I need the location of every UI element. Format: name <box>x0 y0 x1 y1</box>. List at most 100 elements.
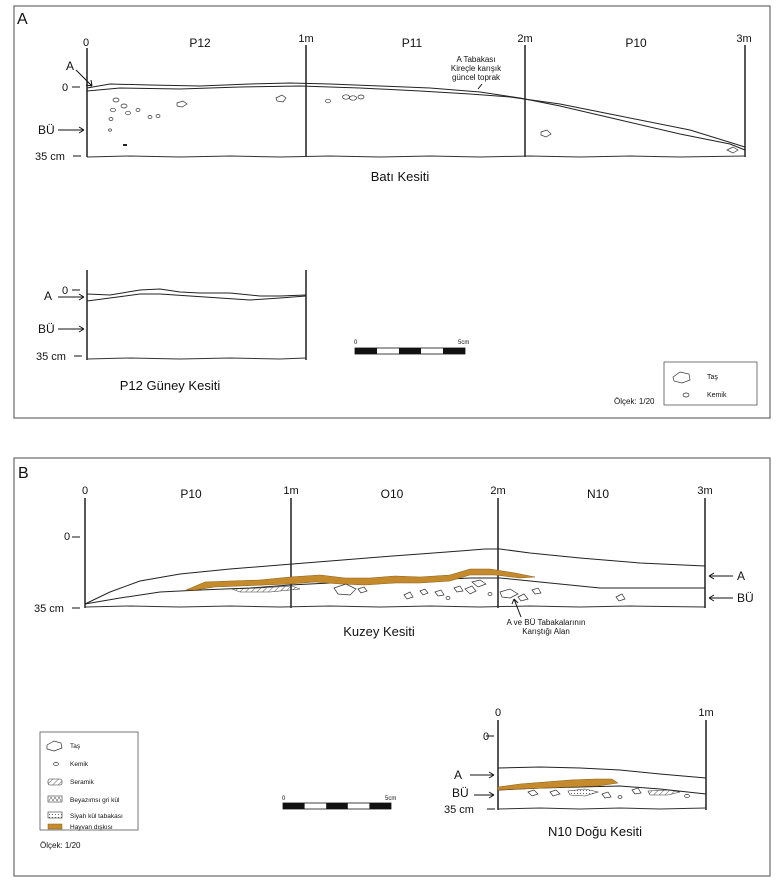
p12-base-line <box>86 357 307 360</box>
kuzey-surface-line <box>84 548 706 605</box>
kuzey-finds <box>333 579 626 602</box>
n10-black-ash-lens <box>567 788 600 797</box>
bati-label-a: A <box>66 59 74 73</box>
legend-b-bone-label: Kemik <box>70 761 89 768</box>
scale-a-end: 5cm <box>458 340 469 346</box>
kuzey-tick-1m: 1m <box>283 485 298 497</box>
scale-bar-b: 0 5cm <box>282 796 396 810</box>
kuzey-label-a: A <box>737 569 745 583</box>
n10-title: N10 Doğu Kesiti <box>548 824 642 839</box>
bati-finds <box>108 94 739 154</box>
panel-b-letter: B <box>18 465 29 482</box>
p12-label-bu: BÜ <box>38 322 55 336</box>
p12-section: 0 A BÜ 35 cm P12 Güney Kesiti <box>36 270 307 393</box>
stone-mark <box>464 585 477 595</box>
kuzey-dung-layer <box>185 568 536 591</box>
p12-depth-0: 0 <box>62 285 68 297</box>
kuzey-ash-lens <box>231 585 301 593</box>
bati-tick-3m: 3m <box>736 33 751 45</box>
legend-b-white-ash-label: Beyazımsı gri kül <box>70 797 120 804</box>
kuzey-tick-2m: 2m <box>490 485 505 497</box>
bone-mark <box>617 795 623 799</box>
bati-note-line-2: Kireçle karışık <box>451 64 502 73</box>
bati-label-bu: BÜ <box>38 123 55 137</box>
n10-tick-1m: 1m <box>698 707 713 719</box>
kuzey-depth-0: 0 <box>64 531 70 543</box>
scale-b-seg <box>326 803 348 809</box>
scale-b-end: 5cm <box>385 796 396 802</box>
legend-b-ceramic-label: Seramik <box>70 779 95 786</box>
bone-mark <box>155 114 161 118</box>
bati-arrow-bu <box>58 126 85 134</box>
bati-note-line-3: güncel toprak <box>452 73 501 82</box>
stone-mark <box>471 579 487 588</box>
scale-a-seg <box>355 348 377 354</box>
n10-white-ash-lens <box>647 789 681 796</box>
panel-a-letter: A <box>17 11 28 28</box>
n10-surface-line <box>497 766 707 779</box>
bati-arrow-a <box>75 69 93 87</box>
bati-unit-p10: P10 <box>625 36 647 50</box>
kuzey-tick-3m: 3m <box>697 485 712 497</box>
panel-b-scale-ratio: Ölçek: 1/20 <box>40 841 81 850</box>
scale-a-start: 0 <box>354 340 358 346</box>
bati-tick-2m: 2m <box>517 33 532 45</box>
bone-mark <box>110 107 116 113</box>
legend-b-bone-icon <box>53 762 59 766</box>
bati-tick-1m: 1m <box>298 33 313 45</box>
bone-mark <box>357 94 365 100</box>
legend-b-white-ash-zigzag <box>48 796 62 802</box>
legend-b: Taş Kemik Seramik Beyazımsı gri kül Siya… <box>39 731 139 831</box>
bati-section: 0 1m 2m 3m P12 P11 P10 A 0 BÜ 35 cm A Ta… <box>35 33 752 184</box>
panel-b-frame <box>13 457 771 877</box>
legend-b-stone-icon <box>46 740 63 752</box>
p12-depth-35: 35 cm <box>36 351 66 363</box>
kuzey-label-bu: BÜ <box>737 591 754 605</box>
panel-a-scale-ratio: Ölçek: 1/20 <box>614 397 655 406</box>
legend-b-white-ash-icon <box>47 795 63 803</box>
scale-b-seg <box>283 803 305 809</box>
p12-label-a: A <box>44 289 52 303</box>
n10-label-a: A <box>454 768 462 782</box>
stone-mark <box>176 100 188 108</box>
stone-mark <box>419 588 429 596</box>
kuzey-depth-35: 35 cm <box>34 603 64 615</box>
stone-mark <box>517 593 529 602</box>
stone-mark <box>601 791 612 799</box>
bati-note-line-1: A Tabakası <box>457 55 496 64</box>
bati-layer-line <box>86 85 746 148</box>
scale-a-seg <box>443 348 465 354</box>
kuzey-section: 0 1m 2m 3m P10 O10 N10 0 35 cm <box>34 485 754 639</box>
p12-layer-line <box>86 293 307 302</box>
n10-dung-layer <box>497 778 619 791</box>
bone-mark <box>445 596 451 600</box>
bone-mark <box>147 115 153 119</box>
bati-unit-p12: P12 <box>189 36 211 50</box>
stone-mark <box>527 789 539 797</box>
panel-b: B 0 1m 2m 3m P10 O10 N10 0 35 cm <box>13 457 771 877</box>
bati-unit-p11: P11 <box>402 36 423 50</box>
n10-arrow-bu <box>474 791 495 799</box>
bone-mark <box>342 94 350 100</box>
stone-mark <box>531 587 542 595</box>
kuzey-arrow-bu <box>708 594 733 602</box>
bone-mark <box>684 794 690 798</box>
bone-mark <box>487 592 493 596</box>
legend-b-ceramic-icon <box>47 778 63 786</box>
legend-b-black-ash-label: Siyah kül tabakası <box>70 813 123 820</box>
kuzey-base-line <box>84 605 706 608</box>
n10-label-bu: BÜ <box>452 786 469 800</box>
p12-arrow-a <box>58 293 85 301</box>
p12-arrow-bu <box>58 325 85 333</box>
kuzey-tick-0: 0 <box>82 485 88 497</box>
legend-a-box <box>663 361 758 406</box>
kuzey-unit-p10: P10 <box>180 487 202 501</box>
bone-mark <box>125 110 131 116</box>
bone-mark <box>325 98 331 104</box>
n10-base-line <box>497 807 707 810</box>
n10-depth-0: 0 <box>483 731 489 743</box>
stone-mark <box>726 146 739 154</box>
p12-surface-line <box>86 288 307 297</box>
scale-b-start: 0 <box>282 796 286 802</box>
panel-a-frame <box>13 5 771 419</box>
